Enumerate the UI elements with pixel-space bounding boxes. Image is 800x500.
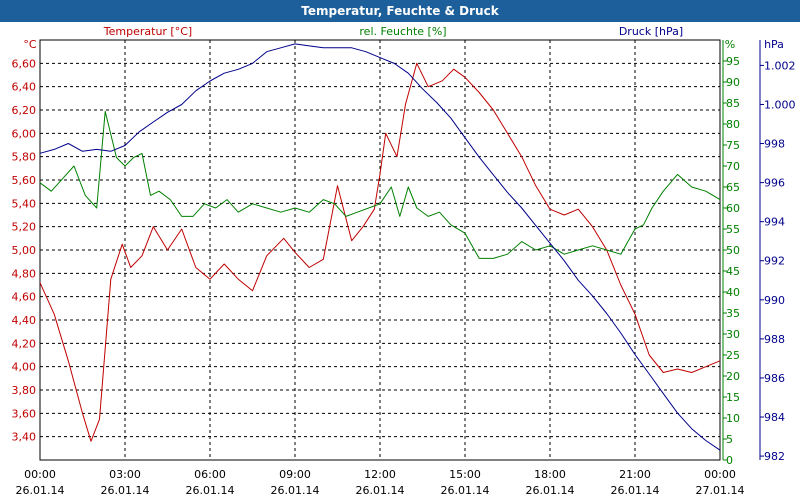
temperature-tick-label: 5,40 <box>12 197 37 210</box>
x-tick-date: 26.01.14 <box>526 484 575 497</box>
humidity-tick-label: 0 <box>726 454 733 467</box>
humidity-tick-label: 5 <box>726 433 733 446</box>
humidity-tick-label: 45 <box>726 265 740 278</box>
x-tick-time: 18:00 <box>534 468 566 481</box>
humidity-series-line <box>39 110 721 259</box>
x-tick-time: 21:00 <box>619 468 651 481</box>
x-tick-date: 26.01.14 <box>611 484 660 497</box>
pressure-legend: Druck [hPa] <box>619 25 683 38</box>
window-title: Temperatur, Feuchte & Druck <box>0 0 800 22</box>
x-tick-time: 03:00 <box>109 468 141 481</box>
humidity-unit-label: % <box>725 38 735 51</box>
x-tick-date: 26.01.14 <box>186 484 235 497</box>
pressure-tick-label: 988 <box>764 333 785 346</box>
pressure-tick-label: 998 <box>764 138 785 151</box>
pressure-tick-label: 994 <box>764 216 785 229</box>
pressure-tick-label: 982 <box>764 450 785 463</box>
pressure-tick-label: 984 <box>764 411 785 424</box>
grid <box>39 39 721 461</box>
x-tick-date: 26.01.14 <box>101 484 150 497</box>
humidity-tick-label: 10 <box>726 412 740 425</box>
temperature-tick-label: 4,40 <box>12 314 37 327</box>
temperature-tick-label: 4,60 <box>12 291 37 304</box>
temperature-tick-label: 4,80 <box>12 267 37 280</box>
humidity-tick-label: 65 <box>726 181 740 194</box>
temperature-tick-label: 4,20 <box>12 337 37 350</box>
x-tick-time: 00:00 <box>704 468 736 481</box>
pressure-tick-label: 1.002 <box>764 59 796 72</box>
temperature-tick-label: 5,20 <box>12 221 37 234</box>
temperature-tick-label: 6,20 <box>12 104 37 117</box>
humidity-tick-label: 90 <box>726 76 740 89</box>
pressure-tick-label: 996 <box>764 177 785 190</box>
x-tick-time: 15:00 <box>449 468 481 481</box>
axes: 3,40 3,60 3,80 4,00 4,20 4,40 4,60 4,80 5,00 5,20… <box>12 40 796 497</box>
pressure-tick-label: 992 <box>764 255 785 268</box>
humidity-tick-label: 35 <box>726 307 740 320</box>
humidity-tick-label: 30 <box>726 328 740 341</box>
temperature-series-line <box>39 62 721 442</box>
x-tick-date: 27.01.14 <box>696 484 745 497</box>
humidity-tick-label: 50 <box>726 244 740 257</box>
humidity-tick-label: 25 <box>726 349 740 362</box>
temperature-tick-label: 4,00 <box>12 361 37 374</box>
humidity-tick-label: 15 <box>726 391 740 404</box>
humidity-tick-label: 40 <box>726 286 740 299</box>
temperature-tick-label: 6,00 <box>12 127 37 140</box>
temperature-tick-label: 6,40 <box>12 81 37 94</box>
temperature-tick-label: 5,60 <box>12 174 37 187</box>
x-tick-time: 09:00 <box>279 468 311 481</box>
humidity-tick-label: 75 <box>726 139 740 152</box>
x-tick-date: 26.01.14 <box>356 484 405 497</box>
temperature-tick-label: 6,60 <box>12 57 37 70</box>
x-tick-time: 00:00 <box>24 468 56 481</box>
humidity-tick-label: 80 <box>726 118 740 131</box>
x-tick-date: 26.01.14 <box>441 484 490 497</box>
pressure-tick-label: 1.000 <box>764 98 796 111</box>
series-layer <box>39 43 721 451</box>
temperature-unit-label: °C <box>23 38 37 51</box>
x-tick-time: 06:00 <box>194 468 226 481</box>
temperature-tick-label: 3,80 <box>12 384 37 397</box>
x-tick-time: 12:00 <box>364 468 396 481</box>
pressure-tick-label: 986 <box>764 372 785 385</box>
humidity-tick-label: 60 <box>726 202 740 215</box>
pressure-unit-label: hPa <box>764 38 784 51</box>
humidity-tick-label: 55 <box>726 223 740 236</box>
humidity-tick-label: 70 <box>726 160 740 173</box>
temperature-tick-label: 3,60 <box>12 407 37 420</box>
temperature-tick-label: 5,00 <box>12 244 37 257</box>
humidity-tick-label: 95 <box>726 55 740 68</box>
pressure-tick-label: 990 <box>764 294 785 307</box>
x-tick-date: 26.01.14 <box>271 484 320 497</box>
humidity-tick-label: 85 <box>726 97 740 110</box>
x-tick-date: 26.01.14 <box>16 484 65 497</box>
temperature-legend: Temperatur [°C] <box>103 25 192 38</box>
humidity-legend: rel. Feuchte [%] <box>359 25 446 38</box>
temperature-tick-label: 5,80 <box>12 151 37 164</box>
pressure-series-line <box>39 43 721 451</box>
humidity-tick-label: 20 <box>726 370 740 383</box>
temperature-tick-label: 3,40 <box>12 431 37 444</box>
